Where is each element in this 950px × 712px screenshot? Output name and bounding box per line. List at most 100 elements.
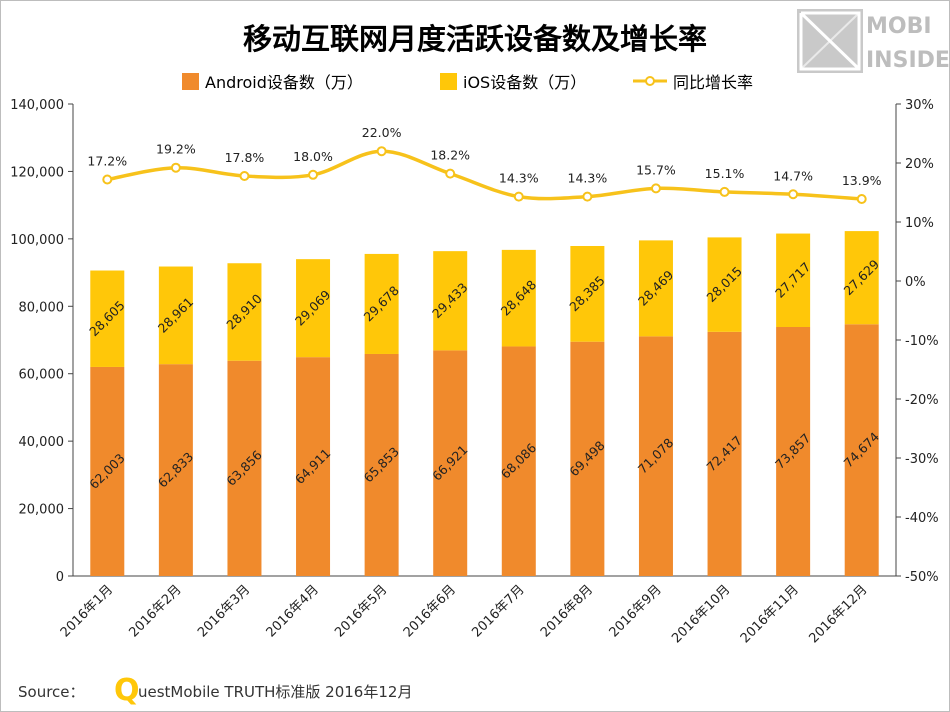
bar-ios [707, 237, 742, 332]
y-right-tick-label: -30% [905, 452, 939, 467]
x-tick-label: 2016年7月 [469, 582, 527, 640]
x-tick-label: 2016年8月 [538, 582, 596, 640]
growth-marker [170, 162, 181, 173]
x-tick-label: 2016年2月 [126, 582, 184, 640]
y-left-tick-label: 120,000 [10, 165, 64, 180]
x-tick-label: 2016年10月 [669, 582, 733, 646]
source-prefix: Source： [18, 683, 85, 701]
bar-labels: 62,00328,60562,83328,96163,85628,91064,9… [86, 257, 882, 492]
growth-line [106, 149, 862, 201]
y-axis-left: 0 20,000 40,000 60,000 80,000 100,000 120,000 1… [10, 98, 73, 585]
growth-marker [650, 183, 661, 194]
y-left-tick-label: 60,000 [19, 368, 65, 383]
bar-ios [844, 231, 879, 325]
growth-label: 14.3% [568, 171, 608, 186]
legend-swatch-ios [440, 73, 457, 90]
bar-android [638, 336, 673, 576]
x-tick-label: 2016年11月 [738, 582, 802, 646]
growth-marker [788, 189, 799, 200]
x-tick-label: 2016年1月 [58, 582, 116, 640]
legend-swatch-android [182, 73, 199, 90]
growth-label: 14.3% [499, 171, 539, 186]
growth-label: 13.9% [842, 173, 882, 188]
growth-marker [308, 169, 319, 180]
y-right-tick-label: -10% [905, 334, 939, 349]
x-tick-label: 2016年4月 [264, 582, 322, 640]
logo-line2: INSIDE [866, 48, 950, 73]
legend-label-growth: 同比增长率 [673, 73, 753, 92]
bar-ios [364, 253, 399, 354]
bar-ios [158, 266, 193, 365]
y-right-tick-label: 10% [905, 216, 934, 231]
logo-line1: MOBI [866, 14, 932, 39]
bar-android [707, 331, 742, 576]
y-left-tick-label: 100,000 [10, 233, 64, 248]
x-axis-labels: 2016年1月 2016年2月 2016年3月 2016年4月 2016年5月 2016年… [58, 582, 871, 646]
bar-ios [501, 249, 536, 347]
bar-android [570, 341, 605, 576]
bar-ios [433, 251, 468, 351]
growth-marker [102, 174, 113, 185]
mobi-inside-logo: MOBI INSIDE [797, 9, 950, 73]
bar-android [776, 326, 811, 576]
bar-android [296, 357, 331, 576]
growth-label: 15.1% [705, 166, 745, 181]
y-right-tick-label: -20% [905, 393, 939, 408]
bar-ios [227, 263, 262, 361]
bar-android [158, 364, 193, 576]
growth-marker [239, 170, 250, 181]
y-axis-right: -50% -40% -30% -20% -10% 0% 10% 20% 30% [896, 98, 939, 585]
growth-label: 17.8% [225, 150, 265, 165]
x-tick-label: 2016年9月 [607, 582, 665, 640]
growth-label: 18.0% [293, 149, 333, 164]
x-tick-label: 2016年12月 [806, 582, 870, 646]
source-note: Source： Q uestMobile TRUTH标准版 2016年12月 [18, 673, 412, 708]
growth-line-series: 17.2% 19.2% 17.8% 18.0% 22.0% 18.2% 14.3% 14.3%… [87, 125, 882, 204]
source-text: uestMobile TRUTH标准版 2016年12月 [138, 683, 412, 701]
bar-ios [776, 233, 811, 327]
x-tick-label: 2016年3月 [195, 582, 253, 640]
chart-title: 移动互联网月度活跃设备数及增长率 [243, 22, 707, 56]
legend-label-android: Android设备数（万） [205, 73, 363, 92]
growth-label: 22.0% [362, 125, 402, 140]
legend: Android设备数（万） iOS设备数（万） 同比增长率 [182, 73, 753, 92]
growth-label: 15.7% [636, 162, 676, 177]
growth-marker [445, 168, 456, 179]
x-tick-label: 2016年6月 [401, 582, 459, 640]
bar-android [433, 350, 468, 576]
growth-marker [376, 146, 387, 157]
y-right-tick-label: 20% [905, 157, 934, 172]
growth-marker [582, 191, 593, 202]
y-left-tick-label: 40,000 [19, 435, 65, 450]
growth-label: 19.2% [156, 142, 196, 157]
bar-ios [90, 270, 125, 367]
bar-android [364, 353, 399, 576]
growth-label: 17.2% [87, 154, 127, 169]
y-right-tick-label: -50% [905, 570, 939, 585]
x-tick-label: 2016年5月 [332, 582, 390, 640]
legend-label-ios: iOS设备数（万） [463, 73, 586, 92]
y-left-tick-label: 80,000 [19, 300, 65, 315]
bar-android [90, 366, 125, 576]
growth-label: 18.2% [430, 148, 470, 163]
growth-marker [856, 193, 867, 204]
growth-marker [513, 191, 524, 202]
bar-android [227, 360, 262, 576]
growth-label: 14.7% [773, 168, 813, 183]
y-left-tick-label: 0 [56, 570, 64, 585]
bars [90, 231, 879, 576]
bar-ios [296, 259, 331, 358]
bar-ios [638, 240, 673, 337]
source-brand-letter: Q [114, 673, 140, 708]
bar-ios [570, 245, 605, 342]
y-left-tick-label: 140,000 [10, 98, 64, 113]
y-left-tick-label: 20,000 [19, 503, 65, 518]
bar-android [844, 324, 879, 576]
y-right-tick-label: -40% [905, 511, 939, 526]
growth-marker [719, 186, 730, 197]
y-right-tick-label: 30% [905, 98, 934, 113]
bar-android [501, 346, 536, 576]
legend-marker-growth [645, 76, 655, 86]
y-right-tick-label: 0% [905, 275, 926, 290]
